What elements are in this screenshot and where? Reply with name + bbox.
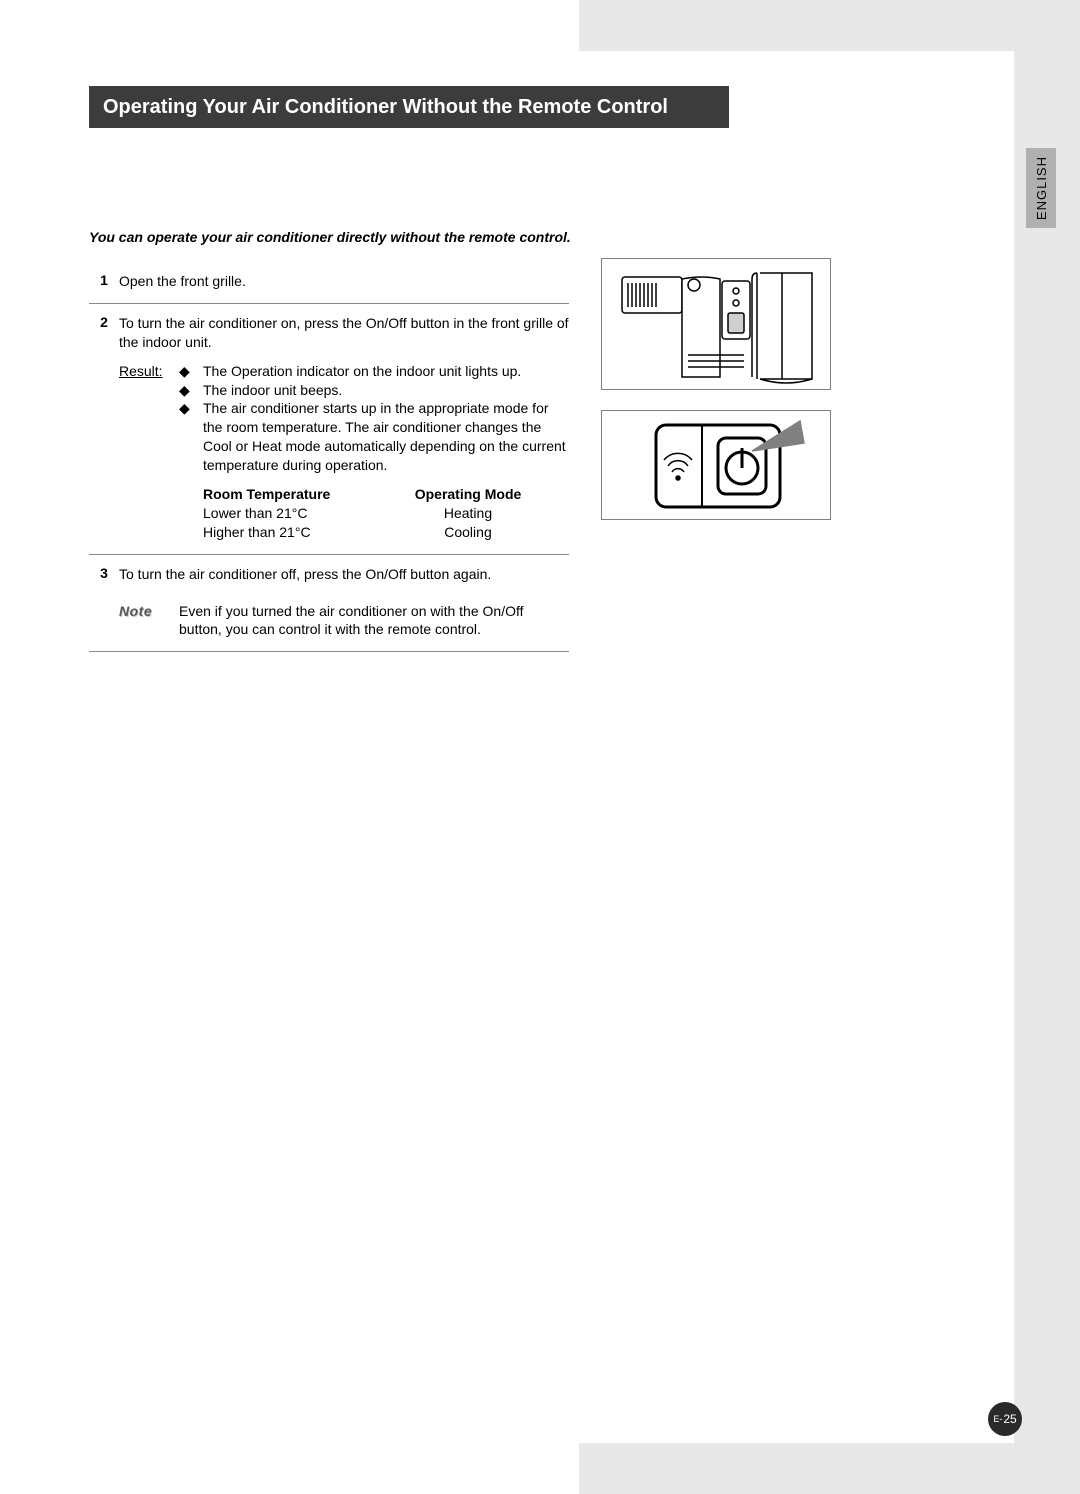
table-header: Operating Mode [393,485,543,504]
bullet-text: The indoor unit beeps. [203,381,569,400]
step-text: Open the front grille. [119,273,246,289]
result-label: Result: [119,362,179,475]
page-number: 25 [1003,1412,1016,1426]
bullet-item: ◆ The Operation indicator on the indoor … [179,362,569,381]
figure-onoff-button [601,410,831,520]
table-row: Lower than 21°C Heating [203,504,543,523]
step-text: To turn the air conditioner on, press th… [119,315,569,350]
main-white-area [0,51,1014,1443]
table-cell: Higher than 21°C [203,523,393,542]
note-row: Note Even if you turned the air conditio… [119,602,569,640]
page-number-badge: E-25 [988,1402,1022,1436]
step-number: 1 [89,272,119,291]
table-cell: Lower than 21°C [203,504,393,523]
step-body: Open the front grille. [119,272,569,291]
steps-divider [89,651,569,652]
bullet-item: ◆ The indoor unit beeps. [179,381,569,400]
steps-list: 1 Open the front grille. 2 To turn the a… [89,262,569,652]
step-body: To turn the air conditioner off, press t… [119,565,569,640]
page-title: Operating Your Air Conditioner Without t… [103,96,668,119]
diamond-bullet-icon: ◆ [179,399,203,475]
note-label: Note [119,602,179,640]
table-header: Room Temperature [203,485,393,504]
note-text: Even if you turned the air conditioner o… [179,602,569,640]
page-prefix: E- [993,1414,1002,1424]
mode-table: Room Temperature Operating Mode Lower th… [203,485,543,542]
bullet-text: The Operation indicator on the indoor un… [203,362,569,381]
step-number: 3 [89,565,119,640]
diamond-bullet-icon: ◆ [179,381,203,400]
table-header-row: Room Temperature Operating Mode [203,485,543,504]
bullet-item: ◆ The air conditioner starts up in the a… [179,399,569,475]
step-3: 3 To turn the air conditioner off, press… [89,554,569,652]
language-tab: ENGLISH [1026,148,1056,228]
result-bullets: ◆ The Operation indicator on the indoor … [179,362,569,475]
page: Operating Your Air Conditioner Without t… [0,0,1080,1494]
step-body: To turn the air conditioner on, press th… [119,314,569,542]
step-1: 1 Open the front grille. [89,262,569,303]
result-row: Result: ◆ The Operation indicator on the… [119,362,569,475]
title-bar: Operating Your Air Conditioner Without t… [89,86,729,128]
indoor-unit-icon [602,259,832,391]
diamond-bullet-icon: ◆ [179,362,203,381]
step-text: To turn the air conditioner off, press t… [119,566,491,582]
step-2: 2 To turn the air conditioner on, press … [89,303,569,554]
language-label: ENGLISH [1034,156,1049,220]
table-cell: Cooling [393,523,543,542]
table-cell: Heating [393,504,543,523]
intro-text: You can operate your air conditioner dir… [89,229,571,245]
bullet-text: The air conditioner starts up in the app… [203,399,569,475]
table-row: Higher than 21°C Cooling [203,523,543,542]
onoff-button-icon [602,411,832,521]
step-number: 2 [89,314,119,542]
figure-indoor-unit [601,258,831,390]
